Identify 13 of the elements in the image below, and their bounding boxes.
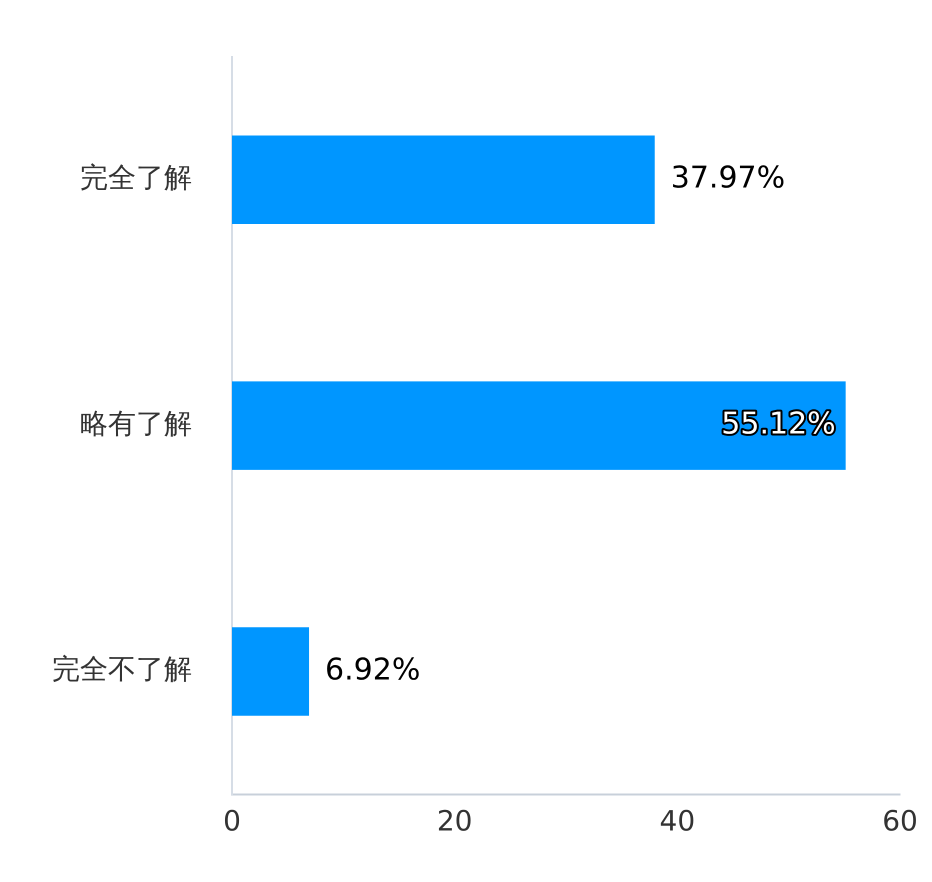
x-tick-label: 0 xyxy=(223,804,241,838)
y-tick-label: 完全不了解 xyxy=(52,652,192,686)
x-tick-label: 20 xyxy=(436,804,472,838)
data-label: 6.92% xyxy=(325,652,420,688)
x-tick-label: 60 xyxy=(882,804,918,838)
data-label: 55.12% xyxy=(721,406,836,442)
bar xyxy=(232,381,846,470)
bar xyxy=(232,627,310,716)
y-tick-label: 略有了解 xyxy=(80,406,192,440)
y-tick-label: 完全了解 xyxy=(80,161,192,194)
bar xyxy=(232,135,655,224)
x-tick-label: 40 xyxy=(660,804,696,838)
data-label: 37.97% xyxy=(670,160,786,196)
